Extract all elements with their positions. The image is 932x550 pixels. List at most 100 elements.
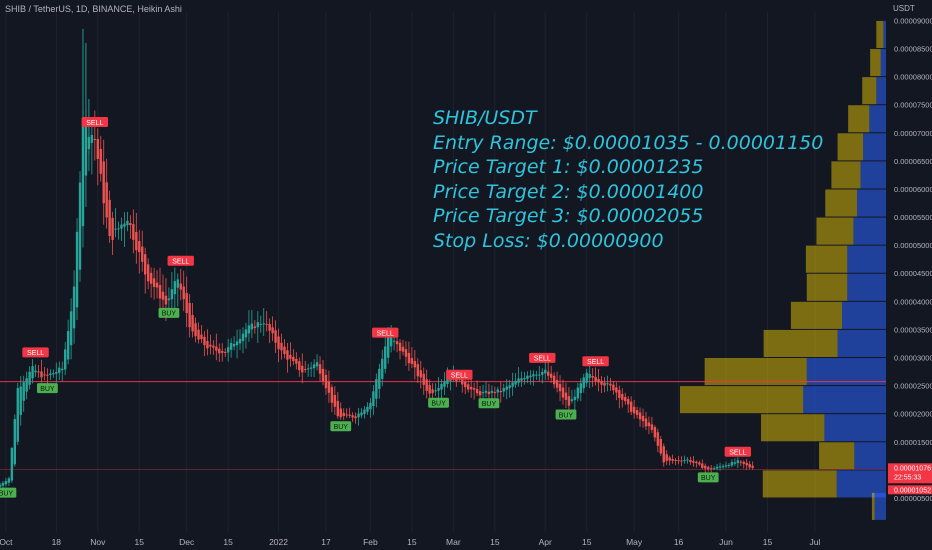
- signal-badge: [37, 383, 58, 394]
- candle-body: [721, 466, 725, 468]
- candle-body: [197, 329, 200, 340]
- candle-body: [117, 228, 120, 230]
- candle-body: [431, 389, 434, 394]
- candle-body: [493, 391, 497, 394]
- candle-body: [469, 386, 473, 390]
- candle-body: [191, 315, 194, 332]
- candle-body: [226, 347, 230, 353]
- candle-body: [274, 330, 277, 343]
- y-tick-label: 0.00005000: [894, 241, 932, 250]
- vp-bar-down: [816, 217, 854, 245]
- candle-body: [671, 459, 674, 461]
- candle-body: [517, 378, 520, 383]
- candle-body: [348, 414, 351, 416]
- candle-body: [277, 336, 280, 350]
- x-tick-label: May: [626, 537, 643, 547]
- vp-bar-up: [803, 386, 886, 414]
- candle-body: [126, 220, 129, 226]
- trade-setup-text: SHIB/USDT Entry Range: $0.00001035 - 0.0…: [433, 106, 823, 253]
- candle-body: [638, 412, 642, 420]
- candle-body: [72, 286, 76, 329]
- candle-body: [146, 264, 150, 282]
- candle-body: [490, 390, 494, 393]
- vp-bar-up: [854, 442, 886, 470]
- vp-bar-down: [831, 161, 861, 189]
- candle-body: [164, 295, 168, 305]
- candle-body: [99, 149, 102, 174]
- candle-body: [1, 482, 5, 486]
- overlay-target-3: Price Target 3: $0.00002055: [433, 205, 704, 227]
- signal-badge: [555, 409, 577, 420]
- candle-body: [19, 386, 22, 415]
- candle-body: [505, 386, 508, 390]
- candle-body: [395, 341, 399, 345]
- candle-body: [185, 292, 188, 314]
- low-price-label: 0.00001052: [894, 487, 931, 494]
- candle-body: [129, 223, 132, 226]
- sell-signal: SELL: [582, 356, 609, 367]
- vp-bar-down: [704, 358, 807, 386]
- candle-body: [25, 378, 28, 392]
- x-tick-label: 15: [223, 537, 233, 547]
- candle-body: [232, 344, 236, 347]
- x-tick-label: 15: [582, 537, 592, 547]
- vp-bar-up: [880, 49, 886, 77]
- candle-body: [508, 385, 511, 389]
- candle-body: [555, 380, 559, 388]
- symbol-header[interactable]: SHIB / TetherUS, 1D, BINANCE, Heikin Ash…: [5, 4, 182, 14]
- candle-body: [544, 369, 547, 374]
- candle-body: [724, 465, 728, 467]
- candle-body: [155, 282, 159, 288]
- candle-body: [665, 454, 668, 461]
- candle-body: [369, 402, 372, 410]
- overlay-target-2: Price Target 2: $0.00001400: [433, 180, 704, 203]
- vp-bar-down: [825, 189, 857, 217]
- price-axis[interactable]: 0.00009000 0.00008500 0.00008000 0.00007500…: [894, 16, 932, 503]
- candle-body: [751, 465, 754, 468]
- candle-body: [209, 344, 212, 347]
- candle-body: [549, 373, 553, 378]
- y-tick-label: 0.00008500: [894, 45, 932, 54]
- sell-signal: SELL: [724, 446, 752, 457]
- x-tick-label: Oct: [0, 537, 13, 547]
- candle-body: [135, 231, 138, 251]
- signal-label: SELL: [534, 356, 551, 363]
- vp-bar-down: [806, 273, 848, 301]
- signal-badge: [478, 398, 500, 409]
- y-tick-label: 0.00009000: [894, 16, 932, 25]
- candle-body: [78, 182, 82, 270]
- x-tick-label: 18: [52, 537, 62, 547]
- candle-body: [170, 289, 174, 300]
- candle-body: [736, 460, 740, 464]
- candle-body: [194, 323, 197, 337]
- candle-body: [321, 368, 325, 382]
- y-tick-label: 0.00004500: [894, 269, 932, 278]
- candle-body: [386, 335, 390, 358]
- candle-body: [37, 371, 40, 373]
- buy-signal: BUY: [478, 398, 500, 409]
- vp-bar-up: [876, 77, 886, 105]
- time-axis[interactable]: Oct 18 Nov 15 Dec 15 2022 17 Feb 15 Mar 15 Apr 15 May 1…: [0, 537, 820, 547]
- candle-body: [600, 380, 603, 385]
- candle-body: [715, 466, 719, 469]
- candle-body: [511, 382, 514, 387]
- vp-bar-down: [790, 301, 842, 329]
- candle-body: [292, 356, 295, 362]
- signal-label: BUY: [334, 424, 349, 431]
- y-tick-label: 0.00007500: [894, 101, 932, 110]
- candle-body: [582, 377, 585, 389]
- candle-body: [404, 349, 408, 357]
- signal-badge: [158, 307, 180, 318]
- signal-label: BUY: [162, 311, 177, 318]
- x-tick-label: Mar: [446, 537, 461, 547]
- candle-body: [34, 370, 37, 373]
- y-tick-label: 0.00005500: [894, 213, 932, 222]
- candle-body: [707, 467, 710, 470]
- candles: [0, 28, 754, 488]
- candle-body: [22, 382, 25, 401]
- signal-badge: [428, 397, 449, 408]
- signal-badge: [697, 472, 719, 483]
- candle-body: [363, 409, 366, 414]
- signal-badge: [446, 369, 473, 380]
